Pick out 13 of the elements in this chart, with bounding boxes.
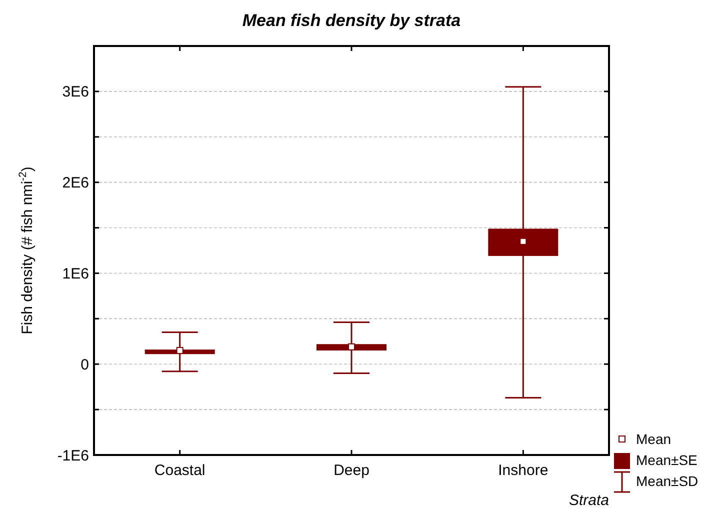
text: Mean±SE — [636, 452, 698, 468]
x-tick-label: Inshore — [498, 462, 548, 479]
x-tick-label: Deep — [334, 462, 370, 479]
text: Mean±SD — [636, 472, 698, 489]
x-tick-label: Coastal — [154, 462, 206, 479]
y-tick-label: 3E6 — [62, 84, 89, 101]
y-tick-label: -1E6 — [57, 447, 89, 464]
chart-title: Mean fish density by strata — [242, 11, 461, 30]
x-axis-title: Strata — [568, 492, 609, 509]
text: Mean — [636, 430, 672, 447]
y-tick-label: 1E6 — [62, 265, 89, 282]
y-tick-label: 2E6 — [62, 174, 89, 192]
y-tick-label: 0 — [80, 356, 89, 374]
